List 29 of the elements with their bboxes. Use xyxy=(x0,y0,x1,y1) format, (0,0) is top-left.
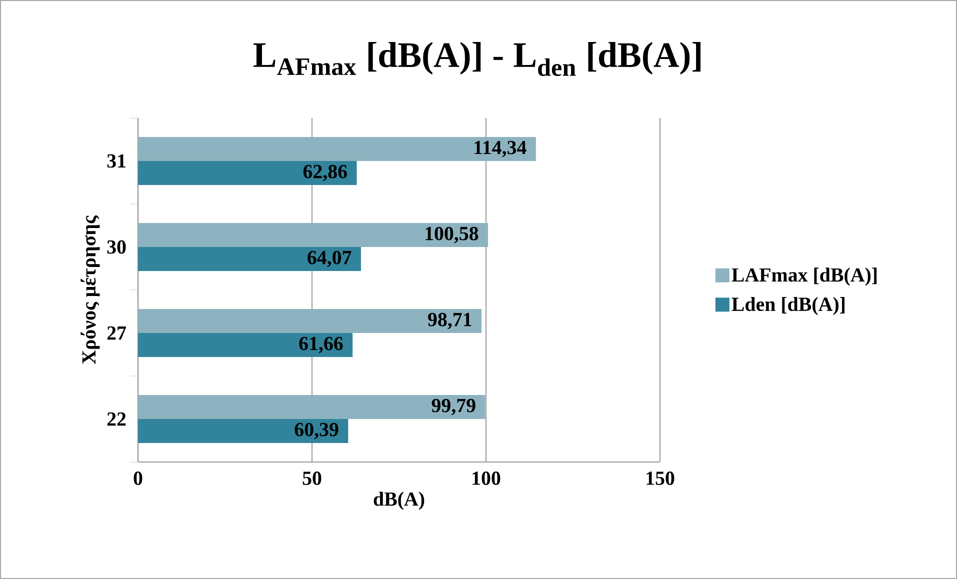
bar xyxy=(138,395,486,419)
y-axis-title: Χρόνος μέτρησης xyxy=(80,215,100,364)
data-label: 61,66 xyxy=(299,336,343,354)
bar xyxy=(138,419,348,443)
x-tick-label: 150 xyxy=(646,472,674,485)
bar xyxy=(138,136,536,161)
x-axis-title: dB(A) xyxy=(374,492,424,510)
bar xyxy=(138,308,482,333)
data-label: 60,39 xyxy=(294,422,338,440)
chart-title: L$_{AFmax}$ [dB(A)] - L$_{den}$ [dB(A)] xyxy=(253,42,700,76)
data-label: 98,71 xyxy=(428,312,472,330)
bar xyxy=(138,160,357,185)
y-tick-label: 27 xyxy=(107,326,126,340)
data-label: 114,34 xyxy=(474,140,526,158)
x-tick-label: 100 xyxy=(472,472,500,485)
data-label: 62,86 xyxy=(303,164,347,182)
x-tick-label: 0 xyxy=(134,472,142,485)
x-tick-label: 50 xyxy=(302,472,322,485)
data-label: 99,79 xyxy=(432,398,476,416)
bar xyxy=(138,333,353,357)
bar xyxy=(138,246,361,271)
legend-label: Lden [dB(A)] xyxy=(732,296,844,316)
legend-label: LAFmax [dB(A)] xyxy=(732,268,877,286)
bar xyxy=(138,222,488,247)
y-tick-label: 22 xyxy=(107,412,126,426)
data-label: 64,07 xyxy=(308,250,352,268)
y-tick-label: 31 xyxy=(107,154,126,168)
data-label: 100,58 xyxy=(426,226,478,244)
y-tick-label: 30 xyxy=(107,240,126,254)
